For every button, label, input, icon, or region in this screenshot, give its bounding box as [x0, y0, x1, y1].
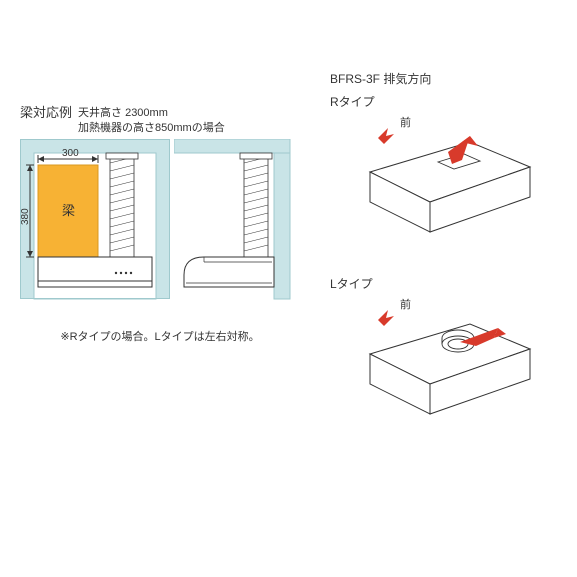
- right-title: BFRS-3F 排気方向: [330, 70, 550, 87]
- front-view: 300 380 梁: [20, 139, 170, 322]
- left-panel: 梁対応例 天井高さ 2300mm 加熱機器の高さ850mmの場合: [20, 105, 300, 344]
- l-type-block: Lタイプ 前: [330, 275, 550, 437]
- l-type-label: Lタイプ: [330, 275, 550, 292]
- duct-column: [106, 153, 138, 257]
- r-type-label: Rタイプ: [330, 93, 550, 110]
- side-duct: [240, 153, 272, 257]
- r-type-svg: 前: [330, 112, 540, 252]
- dim-height-text: 380: [20, 208, 31, 225]
- left-footnote: ※Rタイプの場合。Lタイプは左右対称。: [20, 328, 300, 344]
- left-subtitle-1: 天井高さ 2300mm: [78, 107, 168, 119]
- beam-label-text: 梁: [62, 203, 75, 218]
- side-view: [174, 139, 292, 322]
- left-subtitle-2: 加熱機器の高さ850mmの場合: [78, 122, 225, 134]
- left-subtitle: 天井高さ 2300mm 加熱機器の高さ850mmの場合: [78, 105, 225, 135]
- left-title: 梁対応例: [20, 105, 72, 121]
- left-title-row: 梁対応例 天井高さ 2300mm 加熱機器の高さ850mmの場合: [20, 105, 300, 135]
- l-type-svg: 前: [330, 294, 540, 434]
- side-view-svg: [174, 139, 292, 319]
- r-front-arrow-icon: [378, 128, 394, 144]
- front-view-svg: 300 380 梁: [20, 139, 170, 319]
- l-front-label: 前: [400, 297, 411, 311]
- views-row: 300 380 梁: [20, 139, 300, 322]
- r-type-block: Rタイプ 前: [330, 93, 550, 255]
- dim-width-text: 300: [62, 148, 79, 159]
- l-front-arrow-icon: [378, 310, 394, 326]
- r-front-label: 前: [400, 115, 411, 129]
- right-panel: BFRS-3F 排気方向 Rタイプ 前: [330, 70, 550, 457]
- diagram-page: 梁対応例 天井高さ 2300mm 加熱機器の高さ850mmの場合: [0, 0, 577, 577]
